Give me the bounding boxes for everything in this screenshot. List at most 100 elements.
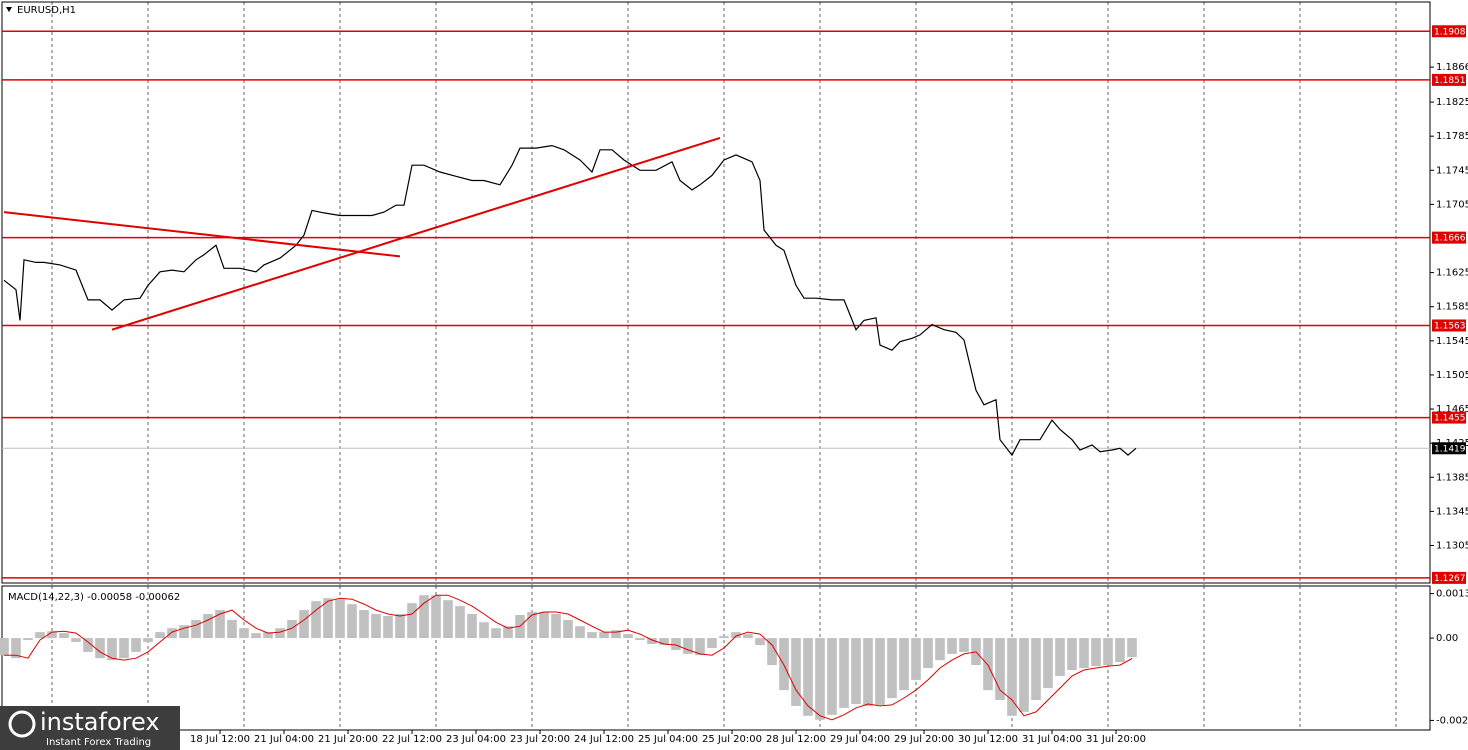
macd-bar [491, 628, 501, 639]
price-panel-frame [1, 1, 1431, 584]
trend-line [3, 211, 401, 258]
macd-bar [983, 638, 993, 691]
x-tick-label: 25 Jul 04:00 [638, 734, 698, 745]
macd-bar [863, 638, 873, 706]
y-tick-label: 1.1625 [1436, 268, 1468, 279]
macd-bar [815, 638, 825, 720]
macd-bar [659, 638, 669, 645]
macd-bar [347, 604, 357, 639]
level-label-box [1432, 319, 1466, 332]
macd-bar [431, 595, 441, 639]
macd-bar [467, 614, 477, 639]
macd-bar [299, 610, 309, 639]
symbol-title: EURUSD,H1 [17, 5, 76, 16]
macd-bar [155, 632, 165, 639]
macd-bar [563, 619, 573, 639]
macd-bar [83, 638, 93, 652]
level-label: 1.1455 [1434, 414, 1466, 424]
macd-bar [923, 638, 933, 669]
y-tick-label: 1.1866 [1436, 62, 1468, 73]
macd-bar [683, 638, 693, 654]
macd-bar [1055, 638, 1065, 676]
macd-bar [167, 628, 177, 639]
y-tick-label: 1.1585 [1436, 302, 1468, 313]
macd-bar [851, 638, 861, 704]
macd-bar [443, 600, 453, 639]
y-tick-label: 1.1825 [1436, 97, 1468, 108]
macd-bar [479, 622, 489, 639]
signal-line [4, 594, 1133, 721]
macd-bar [35, 632, 45, 639]
macd-bar [383, 616, 393, 639]
macd-bar [767, 638, 777, 666]
macd-bar [587, 632, 597, 639]
macd-bar [0, 638, 9, 656]
macd-bar [59, 633, 69, 639]
x-tick-label: 30 Jul 12:00 [958, 734, 1018, 745]
macd-bar [191, 619, 201, 639]
macd-bar [995, 638, 1005, 700]
macd-bar [179, 625, 189, 639]
x-tick-label: 31 Jul 04:00 [1022, 734, 1082, 745]
x-tick-label: 21 Jul 20:00 [318, 734, 378, 745]
macd-bar [1019, 638, 1029, 712]
x-tick-label: 29 Jul 20:00 [894, 734, 954, 745]
x-tick-label: 22 Jul 12:00 [382, 734, 442, 745]
x-tick-label: 21 Jul 04:00 [254, 734, 314, 745]
macd-bar [323, 598, 333, 639]
y-tick-label: 0.00135 [1436, 589, 1468, 600]
y-tick-label: 1.1385 [1436, 472, 1468, 483]
macd-bar [1079, 638, 1089, 669]
level-label: 1.1908 [1434, 27, 1466, 37]
macd-bar [635, 638, 645, 641]
macd-bar [1127, 638, 1137, 658]
macd-bar [371, 614, 381, 639]
macd-bar [239, 628, 249, 639]
macd-bar [539, 612, 549, 639]
level-label-box [1432, 73, 1466, 86]
macd-bar [839, 638, 849, 708]
macd-bar [359, 610, 369, 639]
x-tick-label: 31 Jul 20:00 [1086, 734, 1146, 745]
macd-bar [935, 638, 945, 661]
macd-bar [575, 626, 585, 639]
level-label-box [1432, 411, 1466, 424]
y-tick-label: 1.1745 [1436, 165, 1468, 176]
macd-bar [95, 638, 105, 659]
macd-bar [1091, 638, 1101, 667]
macd-bar [755, 638, 765, 645]
macd-bar [791, 638, 801, 706]
logo-brand: instaforex [40, 708, 160, 736]
y-tick-label: 1.1545 [1436, 336, 1468, 347]
macd-bar [695, 638, 705, 656]
level-label: 1.1666 [1434, 234, 1466, 244]
macd-bar [203, 614, 213, 639]
level-label: 1.1267 [1434, 574, 1466, 584]
macd-bar [107, 638, 117, 661]
macd-bar [71, 638, 81, 643]
logo: instaforex Instant Forex Trading [0, 706, 180, 750]
x-tick-label: 28 Jul 12:00 [766, 734, 826, 745]
macd-bar [227, 619, 237, 639]
x-tick-label: 29 Jul 04:00 [830, 734, 890, 745]
macd-bar [335, 599, 345, 639]
menu-triangle[interactable] [6, 7, 12, 12]
macd-bar [899, 638, 909, 691]
macd-bar [719, 636, 729, 639]
y-tick-label: 0.00 [1436, 633, 1458, 644]
macd-bar [407, 603, 417, 639]
macd-bar [47, 631, 57, 639]
level-label-box [1432, 571, 1466, 584]
macd-bar [1031, 638, 1041, 700]
macd-bar [551, 614, 561, 639]
macd-bar [623, 634, 633, 639]
macd-bar [1067, 638, 1077, 671]
macd-bar [455, 606, 465, 639]
logo-icon [8, 710, 36, 738]
macd-bar [287, 619, 297, 639]
macd-bar [23, 638, 33, 641]
y-tick-label: 1.1705 [1436, 199, 1468, 210]
macd-bar [1115, 638, 1125, 663]
macd-bar [707, 638, 717, 648]
